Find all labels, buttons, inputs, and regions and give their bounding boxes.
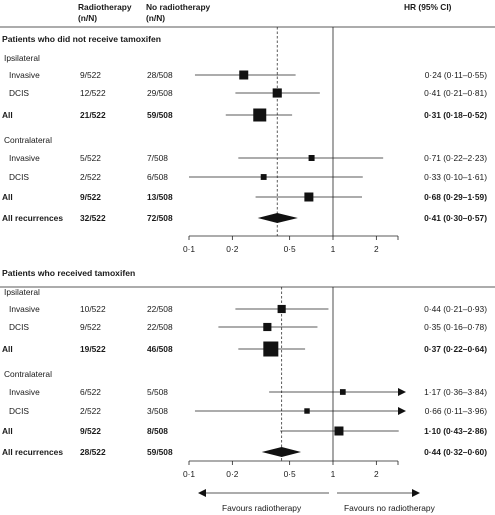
row-label: DCIS <box>9 406 30 416</box>
hr-marker <box>239 70 249 80</box>
header-radiotherapy: Radiotherapy (n/N) <box>78 2 132 23</box>
row-label: Invasive <box>9 387 40 397</box>
nort-count: 7/508 <box>147 153 168 163</box>
hr-marker <box>304 408 310 414</box>
x-tick-label: 0·1 <box>182 244 196 254</box>
x-tick-label: 2 <box>374 469 379 479</box>
nort-count: 59/508 <box>147 110 173 120</box>
nort-count: 6/508 <box>147 172 168 182</box>
rt-count: 9/522 <box>80 322 101 332</box>
row-label: All <box>2 344 13 354</box>
rt-count: 9/522 <box>80 192 101 202</box>
header-hr: HR (95% CI) <box>404 2 452 12</box>
hr-text: 1·17 (0·36–3·84) <box>424 387 487 397</box>
rt-count: 9/522 <box>80 70 101 80</box>
rt-count: 9/522 <box>80 426 101 436</box>
x-tick-label: 0·2 <box>226 469 239 479</box>
row-label: All recurrences <box>2 447 63 457</box>
nort-count: 46/508 <box>147 344 173 354</box>
x-tick-label: 0·5 <box>283 469 296 479</box>
nort-count: 22/508 <box>147 304 173 314</box>
nort-count: 29/508 <box>147 88 173 98</box>
rt-count: 5/522 <box>80 153 101 163</box>
hr-marker <box>263 341 279 357</box>
row-label: Invasive <box>9 153 40 163</box>
row-label: All recurrences <box>2 213 63 223</box>
summary-diamond <box>257 213 298 223</box>
ci-arrow <box>398 407 406 415</box>
panel-title: Patients who did not receive tamoxifen <box>2 34 162 44</box>
nort-count: 5/508 <box>147 387 168 397</box>
nort-count: 8/508 <box>147 426 168 436</box>
hr-text: 0·41 (0·30–0·57) <box>424 213 487 223</box>
rt-count: 19/522 <box>80 344 106 354</box>
hr-text: 0·71 (0·22–2·23) <box>424 153 487 163</box>
hr-text: 0·66 (0·11–3·96) <box>424 406 487 416</box>
header-no-radiotherapy: No radiotherapy (n/N) <box>146 2 211 23</box>
left-arrow-label: Favours radiotherapy <box>222 503 302 513</box>
rt-count: 2/522 <box>80 172 101 182</box>
row-label: Invasive <box>9 304 40 314</box>
row-label: Invasive <box>9 70 40 80</box>
nort-count: 28/508 <box>147 70 173 80</box>
nort-count: 13/508 <box>147 192 173 202</box>
hr-marker <box>339 389 346 395</box>
row-label: All <box>2 192 13 202</box>
right-arrow-label: Favours no radiotherapy <box>344 503 435 513</box>
hr-marker <box>334 426 344 436</box>
x-tick-label: 0·5 <box>283 244 296 254</box>
group-label: Contralateral <box>4 135 52 145</box>
hr-text: 0·31 (0·18–0·52) <box>424 110 487 120</box>
x-tick-label: 0·2 <box>226 244 239 254</box>
group-label: Ipsilateral <box>4 287 40 297</box>
nort-count: 3/508 <box>147 406 168 416</box>
x-tick-label: 1 <box>330 469 336 479</box>
row-label: DCIS <box>9 322 30 332</box>
hr-text: 0·33 (0·10–1·61) <box>424 172 487 182</box>
hr-marker <box>263 322 272 332</box>
hr-text: 0·68 (0·29–1·59) <box>424 192 487 202</box>
hr-text: 1·10 (0·43–2·86) <box>424 426 487 436</box>
hr-text: 0·24 (0·11–0·55) <box>424 70 487 80</box>
hr-text: 0·44 (0·21–0·93) <box>424 304 487 314</box>
x-tick-label: 1 <box>330 244 336 254</box>
panel-title: Patients who received tamoxifen <box>2 268 136 278</box>
nort-count: 22/508 <box>147 322 173 332</box>
group-label: Contralateral <box>4 369 52 379</box>
hr-text: 0·37 (0·22–0·64) <box>424 344 487 354</box>
hr-marker <box>253 108 267 122</box>
rt-count: 10/522 <box>80 304 106 314</box>
rt-count: 28/522 <box>80 447 106 457</box>
rt-count: 12/522 <box>80 88 106 98</box>
row-label: All <box>2 110 13 120</box>
group-label: Ipsilateral <box>4 53 40 63</box>
rt-count: 6/522 <box>80 387 101 397</box>
x-tick-label: 2 <box>374 244 379 254</box>
rt-count: 21/522 <box>80 110 106 120</box>
row-label: DCIS <box>9 88 30 98</box>
nort-count: 72/508 <box>147 213 173 223</box>
hr-marker <box>260 174 267 180</box>
nort-count: 59/508 <box>147 447 173 457</box>
right-arrowhead <box>412 489 420 497</box>
hr-text: 0·35 (0·16–0·78) <box>424 322 487 332</box>
x-tick-label: 0·1 <box>182 469 196 479</box>
hr-marker <box>277 304 286 314</box>
rt-count: 2/522 <box>80 406 101 416</box>
rt-count: 32/522 <box>80 213 106 223</box>
summary-diamond <box>261 447 302 457</box>
row-label: All <box>2 426 13 436</box>
hr-marker <box>272 88 282 98</box>
hr-text: 0·41 (0·21–0·81) <box>424 88 487 98</box>
hr-marker <box>304 192 314 202</box>
hr-text: 0·44 (0·32–0·60) <box>424 447 487 457</box>
row-label: DCIS <box>9 172 30 182</box>
hr-marker <box>308 155 315 161</box>
left-arrowhead <box>198 489 206 497</box>
ci-arrow <box>398 388 406 396</box>
